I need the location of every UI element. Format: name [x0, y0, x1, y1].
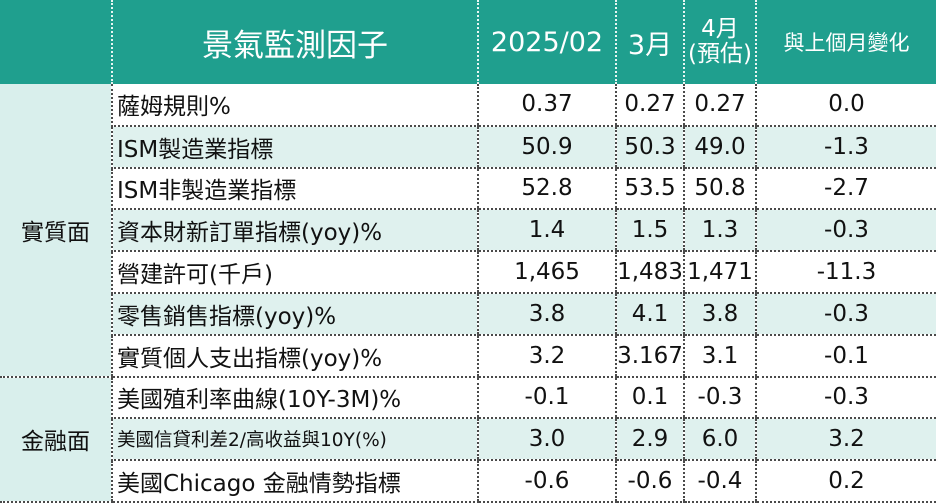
march-value-cell: 1,483	[615, 251, 684, 294]
table-row: ISM製造業指標 50.9 50.3 49.0 -1.3	[0, 125, 936, 169]
april-estimate-cell: 0.27	[683, 84, 756, 127]
table-row: 資本財新訂單指標(yoy)% 1.4 1.5 1.3 -0.3	[0, 209, 936, 253]
monthly-change-cell: -2.7	[755, 167, 936, 211]
april-estimate-cell: -0.3	[683, 376, 756, 420]
group-label: 實質面	[0, 84, 112, 378]
monthly-change-cell: 3.2	[755, 418, 936, 462]
april-estimate-cell: 1,471	[683, 251, 756, 294]
feb-2025-value-cell: 1.4	[477, 209, 616, 253]
table-row: 金融面 美國殖利率曲線(10Y-3M)% -0.1 0.1 -0.3 -0.3	[0, 376, 936, 503]
march-value-cell: -0.6	[615, 460, 684, 503]
table-row: 零售銷售指標(yoy)% 3.8 4.1 3.8 -0.3	[0, 292, 936, 336]
table-row: 實質個人支出指標(yoy)% 3.2 3.167 3.1 -0.1	[0, 334, 936, 378]
feb-2025-value-cell: -0.6	[477, 460, 616, 503]
factor-column-header: 景氣監測因子	[111, 0, 478, 84]
table-row: 美國信貸利差2/高收益與10Y(%) 3.0 2.9 6.0 3.2	[0, 418, 936, 462]
estimate-month-label: 4月	[701, 16, 739, 42]
change-column-header: 與上個月變化	[755, 0, 936, 84]
april-estimate-cell: 1.3	[683, 209, 756, 253]
april-estimate-cell: 50.8	[683, 167, 756, 211]
monthly-change-cell: -0.1	[755, 334, 936, 378]
monthly-change-cell: 0.0	[755, 84, 936, 127]
indicator-name-cell: ISM非製造業指標	[111, 167, 478, 211]
feb-2025-value-cell: 50.9	[477, 125, 616, 169]
group-label: 金融面	[0, 376, 112, 503]
monthly-change-cell: 0.2	[755, 460, 936, 503]
march-value-cell: 4.1	[615, 292, 684, 336]
indicator-name-cell: ISM製造業指標	[111, 125, 478, 169]
indicator-name-cell: 美國信貸利差2/高收益與10Y(%)	[111, 418, 478, 462]
monthly-change-cell: -0.3	[755, 292, 936, 336]
feb-2025-value-cell: 3.0	[477, 418, 616, 462]
april-estimate-cell: 49.0	[683, 125, 756, 169]
feb-2025-value-cell: 3.2	[477, 334, 616, 378]
feb-2025-value-cell: 1,465	[477, 251, 616, 294]
month-column-header: 3月	[615, 0, 684, 84]
estimate-column-header: 4月 (預估)	[683, 0, 756, 84]
indicator-name-cell: 美國殖利率曲線(10Y-3M)%	[111, 376, 478, 420]
indicator-name-cell: 資本財新訂單指標(yoy)%	[111, 209, 478, 253]
april-estimate-cell: 3.1	[683, 334, 756, 378]
table-row: 實質面 薩姆規則% 0.37 0.27 0.27 0.0	[0, 84, 936, 378]
april-estimate-cell: -0.4	[683, 460, 756, 503]
header-row: 景氣監測因子 2025/02 3月 4月 (預估) 與上個月變化	[0, 0, 936, 84]
march-value-cell: 1.5	[615, 209, 684, 253]
table-row: 美國Chicago 金融情勢指標 -0.6 -0.6 -0.4 0.2	[0, 460, 936, 503]
march-value-cell: 0.27	[615, 84, 684, 127]
group-column-header	[0, 0, 112, 84]
indicator-name-cell: 實質個人支出指標(yoy)%	[111, 334, 478, 378]
indicator-name-cell: 零售銷售指標(yoy)%	[111, 292, 478, 336]
march-value-cell: 50.3	[615, 125, 684, 169]
monthly-change-cell: -0.3	[755, 376, 936, 420]
april-estimate-cell: 3.8	[683, 292, 756, 336]
indicator-name-cell: 薩姆規則%	[111, 84, 478, 127]
march-value-cell: 3.167	[615, 334, 684, 378]
march-value-cell: 2.9	[615, 418, 684, 462]
table-row: 營建許可(千戶) 1,465 1,483 1,471 -11.3	[0, 251, 936, 294]
monthly-change-cell: -1.3	[755, 125, 936, 169]
march-value-cell: 0.1	[615, 376, 684, 420]
march-value-cell: 53.5	[615, 167, 684, 211]
estimate-note-label: (預估)	[688, 41, 752, 67]
table-row: ISM非製造業指標 52.8 53.5 50.8 -2.7	[0, 167, 936, 211]
date-column-header: 2025/02	[477, 0, 616, 84]
feb-2025-value-cell: 0.37	[477, 84, 616, 127]
feb-2025-value-cell: 3.8	[477, 292, 616, 336]
feb-2025-value-cell: -0.1	[477, 376, 616, 420]
feb-2025-value-cell: 52.8	[477, 167, 616, 211]
indicator-name-cell: 營建許可(千戶)	[111, 251, 478, 294]
monthly-change-cell: -0.3	[755, 209, 936, 253]
monthly-change-cell: -11.3	[755, 251, 936, 294]
april-estimate-cell: 6.0	[683, 418, 756, 462]
indicator-name-cell: 美國Chicago 金融情勢指標	[111, 460, 478, 503]
